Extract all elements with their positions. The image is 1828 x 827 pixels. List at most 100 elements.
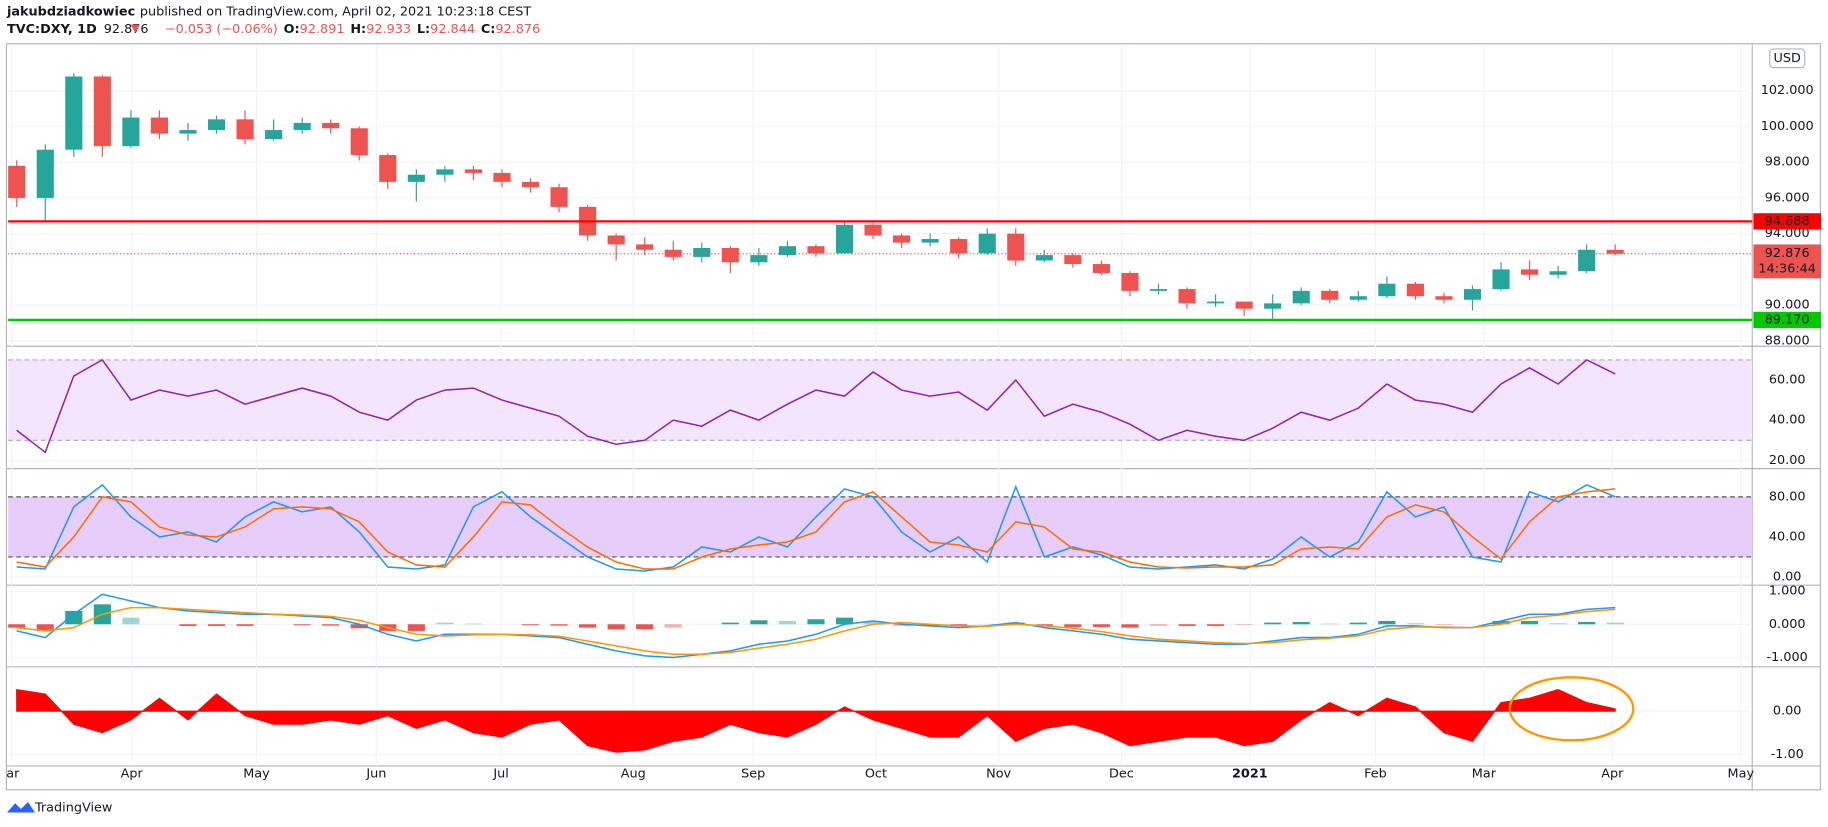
x-tick-label: Jun [365, 767, 386, 782]
logo-shape [6, 802, 35, 813]
histogram-bar [664, 624, 682, 628]
histogram-bar [1321, 623, 1339, 625]
symbol: TVC:DXY, 1D [7, 22, 97, 37]
low-label: L: [417, 22, 430, 37]
histogram-bar [721, 622, 739, 625]
histogram-bar [864, 620, 882, 625]
y-tick-label: 40.00 [1769, 413, 1806, 428]
y-tick-label: 40.00 [1769, 529, 1806, 544]
x-tick-label: May [1728, 767, 1755, 782]
histogram-bar [1492, 620, 1510, 625]
y-tick-label: -1.000 [1767, 650, 1808, 665]
candle-body [1435, 296, 1453, 300]
y-tick-label: 0.00 [1773, 570, 1802, 585]
candle-body [207, 119, 226, 131]
y-tick-label: 60.00 [1769, 373, 1806, 388]
candle-body [550, 187, 568, 207]
candle-body [778, 246, 796, 256]
x-tick-label: Jul [492, 767, 508, 782]
histogram-bar [921, 624, 939, 626]
y-tick-label: 0.000 [1769, 617, 1806, 632]
histogram-bar [636, 624, 654, 630]
candle-body [150, 117, 169, 134]
candle-body [350, 128, 368, 156]
x-tick-label: Apr [121, 767, 144, 782]
y-tick-label: 0.00 [1773, 704, 1802, 719]
histogram-bar [607, 624, 625, 630]
x-tick-label: Oct [865, 767, 887, 782]
candle-body [893, 235, 911, 243]
histogram-bar [1092, 624, 1110, 627]
candle-body [1492, 269, 1510, 290]
down-arrow [130, 24, 140, 33]
histogram-bar [1521, 620, 1539, 625]
histogram-bar [521, 624, 540, 626]
histogram-bar [1235, 624, 1253, 625]
candle-body [1064, 255, 1082, 265]
histogram-bar [1378, 620, 1396, 625]
open: 92.891 [300, 22, 345, 37]
candle-body [1321, 290, 1339, 300]
candle-body [179, 130, 197, 134]
brand-logo: TradingView [6, 800, 112, 815]
indicator-line [16, 606, 1616, 655]
y-tick-label: -1.00 [1771, 747, 1804, 762]
candle-body [1578, 249, 1596, 272]
candle-body [636, 244, 654, 250]
x-tick-label: Mar [1472, 767, 1497, 782]
y-tick-label: 94.000 [1765, 226, 1810, 241]
candle-body [693, 247, 711, 257]
candle-body [1035, 255, 1053, 261]
histogram-bar [236, 624, 254, 626]
x-tick-label: Apr [1601, 767, 1624, 782]
histogram-bar [1207, 624, 1225, 626]
close: 92.876 [495, 22, 540, 37]
histogram-bar [8, 624, 26, 628]
change: −0.053 (−0.06%) [165, 22, 278, 37]
last-price-label: 92.876 [1765, 246, 1810, 261]
y-tick-label: 20.00 [1769, 453, 1806, 468]
countdown: 14:36:44 [1758, 261, 1816, 276]
histogram-bar [893, 624, 911, 626]
candle-body [607, 235, 625, 245]
low: 92.844 [430, 22, 475, 37]
x-tick-label: 2021 [1232, 767, 1268, 782]
highlight-ellipse [1508, 676, 1635, 742]
candle-body [1292, 290, 1310, 304]
candle-body [1378, 283, 1396, 297]
histogram-bar [179, 624, 197, 626]
y-tick-label: 80.00 [1769, 489, 1806, 504]
histogram-bar [1178, 624, 1196, 626]
level-tag [1753, 213, 1822, 230]
histogram-bar [1406, 623, 1424, 625]
area [16, 688, 1616, 753]
candle-body [65, 76, 83, 150]
band [8, 359, 1753, 441]
histogram-bar [464, 623, 482, 625]
y-tick-label: 90.000 [1765, 298, 1810, 313]
histogram-bar [550, 624, 568, 626]
candle-body [464, 169, 482, 173]
x-tick-label: Nov [986, 767, 1011, 782]
histogram-bar [36, 624, 54, 631]
candle-body [407, 174, 425, 182]
y-tick-label: 98.000 [1765, 155, 1810, 170]
histogram-bar [350, 624, 368, 629]
candle-body [835, 224, 854, 254]
candle-body [1092, 264, 1110, 273]
x-tick-label: Sep [741, 767, 765, 782]
candle-body [1521, 269, 1539, 275]
close-label: C: [481, 22, 496, 37]
histogram-bar [1007, 622, 1025, 625]
pane [8, 483, 1753, 578]
price: 92.876 [104, 22, 149, 37]
histogram-bar [750, 620, 768, 625]
indicator-line [16, 358, 1616, 454]
candle-body [1406, 283, 1424, 297]
histogram-bar [122, 617, 140, 625]
histogram-bar [1292, 621, 1310, 625]
candle-body [721, 247, 739, 263]
currency: USD [1774, 51, 1802, 66]
histogram-bar [778, 620, 796, 625]
candle-body [978, 233, 996, 254]
